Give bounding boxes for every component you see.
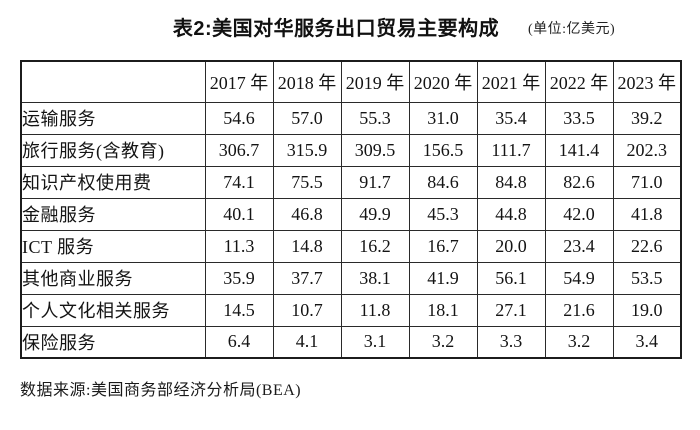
table-row-transport: 运输服务 54.6 57.0 55.3 31.0 35.4 33.5 39.2 <box>20 101 682 135</box>
value-cell: 4.1 <box>272 325 342 359</box>
value-cell: 44.8 <box>476 197 546 231</box>
column-header-2017: 2017 年 <box>204 60 274 103</box>
value-cell: 16.7 <box>408 229 478 263</box>
table-row-travel: 旅行服务(含教育) 306.7 315.9 309.5 156.5 111.7 … <box>20 133 682 167</box>
column-header-2022: 2022 年 <box>544 60 614 103</box>
value-cell: 56.1 <box>476 261 546 295</box>
value-cell: 35.4 <box>476 101 546 135</box>
value-cell: 202.3 <box>612 133 682 167</box>
value-cell: 46.8 <box>272 197 342 231</box>
value-cell: 42.0 <box>544 197 614 231</box>
value-cell: 315.9 <box>272 133 342 167</box>
unit-note: (单位:亿美元) <box>528 22 616 37</box>
value-cell: 27.1 <box>476 293 546 327</box>
row-label: 旅行服务(含教育) <box>20 133 206 167</box>
value-cell: 54.6 <box>204 101 274 135</box>
value-cell: 11.8 <box>340 293 410 327</box>
data-table: 2017 年 2018 年 2019 年 2020 年 2021 年 2022 … <box>20 60 682 359</box>
value-cell: 54.9 <box>544 261 614 295</box>
value-cell: 74.1 <box>204 165 274 199</box>
data-source: 数据来源:美国商务部经济分析局(BEA) <box>20 382 302 399</box>
value-cell: 39.2 <box>612 101 682 135</box>
value-cell: 57.0 <box>272 101 342 135</box>
column-header-2019: 2019 年 <box>340 60 410 103</box>
value-cell: 306.7 <box>204 133 274 167</box>
value-cell: 37.7 <box>272 261 342 295</box>
value-cell: 35.9 <box>204 261 274 295</box>
column-header-2021: 2021 年 <box>476 60 546 103</box>
value-cell: 111.7 <box>476 133 546 167</box>
value-cell: 3.1 <box>340 325 410 359</box>
row-label: 知识产权使用费 <box>20 165 206 199</box>
value-cell: 21.6 <box>544 293 614 327</box>
table-row-insurance: 保险服务 6.4 4.1 3.1 3.2 3.3 3.2 3.4 <box>20 325 682 359</box>
column-header-2020: 2020 年 <box>408 60 478 103</box>
value-cell: 20.0 <box>476 229 546 263</box>
corner-cell <box>20 60 206 103</box>
figure-title: 表2:美国对华服务出口贸易主要构成 <box>172 18 500 40</box>
value-cell: 38.1 <box>340 261 410 295</box>
value-cell: 53.5 <box>612 261 682 295</box>
row-label: 其他商业服务 <box>20 261 206 295</box>
value-cell: 71.0 <box>612 165 682 199</box>
value-cell: 16.2 <box>340 229 410 263</box>
row-label: 金融服务 <box>20 197 206 231</box>
value-cell: 49.9 <box>340 197 410 231</box>
figure-header: 表2:美国对华服务出口贸易主要构成 (单位:亿美元) <box>0 12 700 40</box>
value-cell: 40.1 <box>204 197 274 231</box>
value-cell: 41.8 <box>612 197 682 231</box>
value-cell: 141.4 <box>544 133 614 167</box>
value-cell: 91.7 <box>340 165 410 199</box>
value-cell: 156.5 <box>408 133 478 167</box>
row-label: ICT 服务 <box>20 229 206 263</box>
row-label: 运输服务 <box>20 101 206 135</box>
row-label: 个人文化相关服务 <box>20 293 206 327</box>
value-cell: 82.6 <box>544 165 614 199</box>
table-row-personal-cultural: 个人文化相关服务 14.5 10.7 11.8 18.1 27.1 21.6 1… <box>20 293 682 327</box>
value-cell: 84.6 <box>408 165 478 199</box>
table-row-financial: 金融服务 40.1 46.8 49.9 45.3 44.8 42.0 41.8 <box>20 197 682 231</box>
column-header-2023: 2023 年 <box>612 60 682 103</box>
value-cell: 41.9 <box>408 261 478 295</box>
value-cell: 3.2 <box>544 325 614 359</box>
value-cell: 33.5 <box>544 101 614 135</box>
table-row-ict: ICT 服务 11.3 14.8 16.2 16.7 20.0 23.4 22.… <box>20 229 682 263</box>
value-cell: 31.0 <box>408 101 478 135</box>
value-cell: 22.6 <box>612 229 682 263</box>
value-cell: 309.5 <box>340 133 410 167</box>
value-cell: 55.3 <box>340 101 410 135</box>
column-header-2018: 2018 年 <box>272 60 342 103</box>
table-row-ip-royalties: 知识产权使用费 74.1 75.5 91.7 84.6 84.8 82.6 71… <box>20 165 682 199</box>
value-cell: 14.8 <box>272 229 342 263</box>
table-header-row: 2017 年 2018 年 2019 年 2020 年 2021 年 2022 … <box>20 60 682 103</box>
row-label: 保险服务 <box>20 325 206 359</box>
value-cell: 3.4 <box>612 325 682 359</box>
value-cell: 19.0 <box>612 293 682 327</box>
value-cell: 18.1 <box>408 293 478 327</box>
value-cell: 75.5 <box>272 165 342 199</box>
table-row-other-business: 其他商业服务 35.9 37.7 38.1 41.9 56.1 54.9 53.… <box>20 261 682 295</box>
value-cell: 84.8 <box>476 165 546 199</box>
value-cell: 3.2 <box>408 325 478 359</box>
value-cell: 23.4 <box>544 229 614 263</box>
value-cell: 3.3 <box>476 325 546 359</box>
value-cell: 10.7 <box>272 293 342 327</box>
value-cell: 14.5 <box>204 293 274 327</box>
value-cell: 6.4 <box>204 325 274 359</box>
value-cell: 45.3 <box>408 197 478 231</box>
value-cell: 11.3 <box>204 229 274 263</box>
